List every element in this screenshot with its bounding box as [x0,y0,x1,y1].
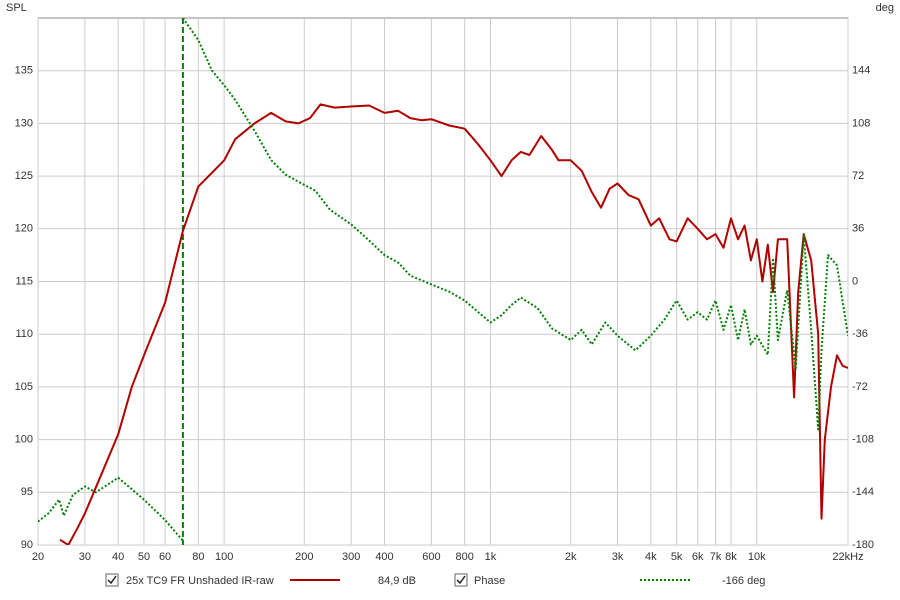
x-tick-label: 60 [159,551,171,563]
x-tick-label: 2k [565,551,577,563]
y2-tick-label: -144 [852,486,874,498]
y-tick-label: 135 [15,65,33,77]
y-tick-label: 95 [21,486,33,498]
x-tick-label: 100 [215,551,233,563]
legend-label: 25x TC9 FR Unshaded IR-raw [126,575,274,587]
x-tick-label: 4k [645,551,657,563]
x-tick-label: 50 [138,551,150,563]
y2-tick-label: 0 [852,275,858,287]
x-tick-label: 22kHz [832,551,863,563]
x-tick-label: 30 [79,551,91,563]
y-tick-label: 120 [15,223,33,235]
x-tick-label: 80 [192,551,204,563]
legend-label: Phase [474,575,505,587]
check-mark [107,575,117,585]
x-tick-label: 6k [692,551,704,563]
x-tick-label: 8k [725,551,737,563]
series-line [59,103,848,545]
x-tick-label: 10k [748,551,766,563]
x-tick-label: 200 [295,551,313,563]
checkbox[interactable] [105,573,119,587]
y2-axis-title: deg [876,2,894,14]
checkbox[interactable] [454,573,468,587]
y-tick-label: 115 [15,275,33,287]
y2-tick-label: 36 [852,223,864,235]
y2-tick-label: -108 [852,434,874,446]
y-axis-title: SPL [6,2,27,14]
y-tick-label: 130 [15,117,33,129]
y2-tick-label: 108 [852,117,870,129]
x-tick-label: 600 [422,551,440,563]
x-tick-label: 7k [710,551,722,563]
y2-tick-label: 72 [852,170,864,182]
y2-tick-label: -180 [852,539,874,551]
x-tick-label: 20 [32,551,44,563]
x-tick-label: 300 [342,551,360,563]
x-tick-label: 40 [112,551,124,563]
x-tick-label: 400 [375,551,393,563]
x-tick-label: 5k [671,551,683,563]
legend [105,573,468,587]
y-tick-label: 110 [15,328,33,340]
check-mark [456,575,466,585]
x-tick-label: 800 [455,551,473,563]
y2-tick-label: -36 [852,328,868,340]
y-tick-label: 125 [15,170,33,182]
x-tick-label: 3k [612,551,624,563]
x-tick-label: 1k [485,551,497,563]
legend-value: -166 deg [722,575,765,587]
y2-tick-label: -72 [852,381,868,393]
y2-tick-label: 144 [852,65,870,77]
legend-value: 84,9 dB [378,575,416,587]
series-line [38,18,848,542]
y-tick-label: 90 [21,539,33,551]
y-tick-label: 105 [15,381,33,393]
y-tick-label: 100 [15,434,33,446]
